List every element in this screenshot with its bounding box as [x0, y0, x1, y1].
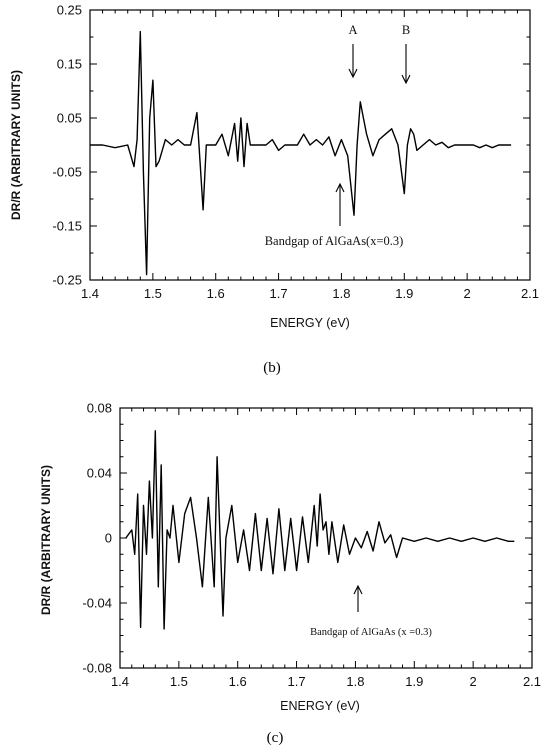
chart-panel-b: 1.4 1.5 1.6 1.7 1.8 1.9 2 2.1 0.25 0.15 0.05 -0.05…: [9, 3, 539, 377]
y-tick-labels-b: 0.25 0.15 0.05 -0.05 -0.15 -0.25: [52, 3, 82, 288]
y-tick-labels-c: 0.08 0.04 0 -0.04 -0.08: [82, 401, 112, 676]
x-tick-label: 1.8: [332, 286, 350, 301]
x-axis-title-c: ENERGY (eV): [280, 699, 360, 713]
bandgap-c-arrowhead: [353, 584, 363, 595]
bandgap-c-label: Bandgap of AlGaAs (x =0.3): [310, 627, 432, 638]
annotation-a-label: A: [348, 23, 357, 37]
y-tick-label: 0.25: [57, 3, 82, 18]
y-tick-label: 0.05: [57, 111, 82, 126]
x-tick-label: 1.7: [288, 674, 306, 689]
y-tick-label: 0.15: [57, 57, 82, 72]
x-axis-title-b: ENERGY (eV): [270, 316, 350, 330]
x-tick-label: 2.1: [521, 286, 539, 301]
bandgap-b-label: Bandgap of AlGaAs(x=0.3): [265, 234, 404, 248]
y-axis-title-b: DR/R (ARBITRARY UNITS): [9, 70, 23, 220]
bandgap-b-arrowhead: [335, 182, 345, 193]
tick-marks-c: [119, 407, 533, 669]
x-tick-label: 1.4: [111, 674, 129, 689]
y-tick-label: -0.15: [52, 219, 82, 234]
y-tick-label: -0.04: [82, 596, 112, 611]
x-tick-label: 2.1: [523, 674, 541, 689]
chart-panel-c: 1.4 1.5 1.6 1.7 1.8 1.9 2 2.1 0.08 0.04 0 -0.04 -0.…: [39, 401, 541, 747]
annotation-b-arrowhead: [401, 74, 411, 85]
y-tick-label: -0.25: [52, 273, 82, 288]
x-tick-label: 1.6: [207, 286, 225, 301]
annotation-b-label: B: [402, 23, 410, 37]
x-tick-label: 1.9: [395, 286, 413, 301]
x-tick-label: 1.7: [270, 286, 288, 301]
x-tick-labels-b: 1.4 1.5 1.6 1.7 1.8 1.9 2 2.1: [81, 286, 539, 301]
y-tick-label: 0: [105, 531, 112, 546]
y-tick-label: 0.04: [87, 466, 112, 481]
annotation-a-arrowhead: [348, 68, 358, 79]
annotations-b: A B Bandgap of AlGaAs(x=0.3): [265, 23, 411, 248]
panel-label-c: (c): [267, 730, 284, 746]
x-tick-label: 2: [470, 674, 477, 689]
annotations-c: Bandgap of AlGaAs (x =0.3): [310, 584, 432, 638]
y-tick-label: -0.08: [82, 661, 112, 676]
x-tick-label: 1.9: [405, 674, 423, 689]
x-tick-label: 2: [464, 286, 471, 301]
x-tick-labels-c: 1.4 1.5 1.6 1.7 1.8 1.9 2 2.1: [111, 674, 541, 689]
x-tick-label: 1.4: [81, 286, 99, 301]
x-tick-label: 1.6: [229, 674, 247, 689]
series-line-c: [125, 430, 515, 630]
panel-label-b: (b): [263, 360, 281, 376]
y-tick-label: 0.08: [87, 401, 112, 416]
y-axis-title-c: DR/R (ARBITRARY UNITS): [39, 465, 53, 615]
series-line-b: [90, 30, 512, 276]
x-tick-label: 1.5: [170, 674, 188, 689]
x-tick-label: 1.5: [144, 286, 162, 301]
y-tick-label: -0.05: [52, 165, 82, 180]
x-tick-label: 1.8: [346, 674, 364, 689]
